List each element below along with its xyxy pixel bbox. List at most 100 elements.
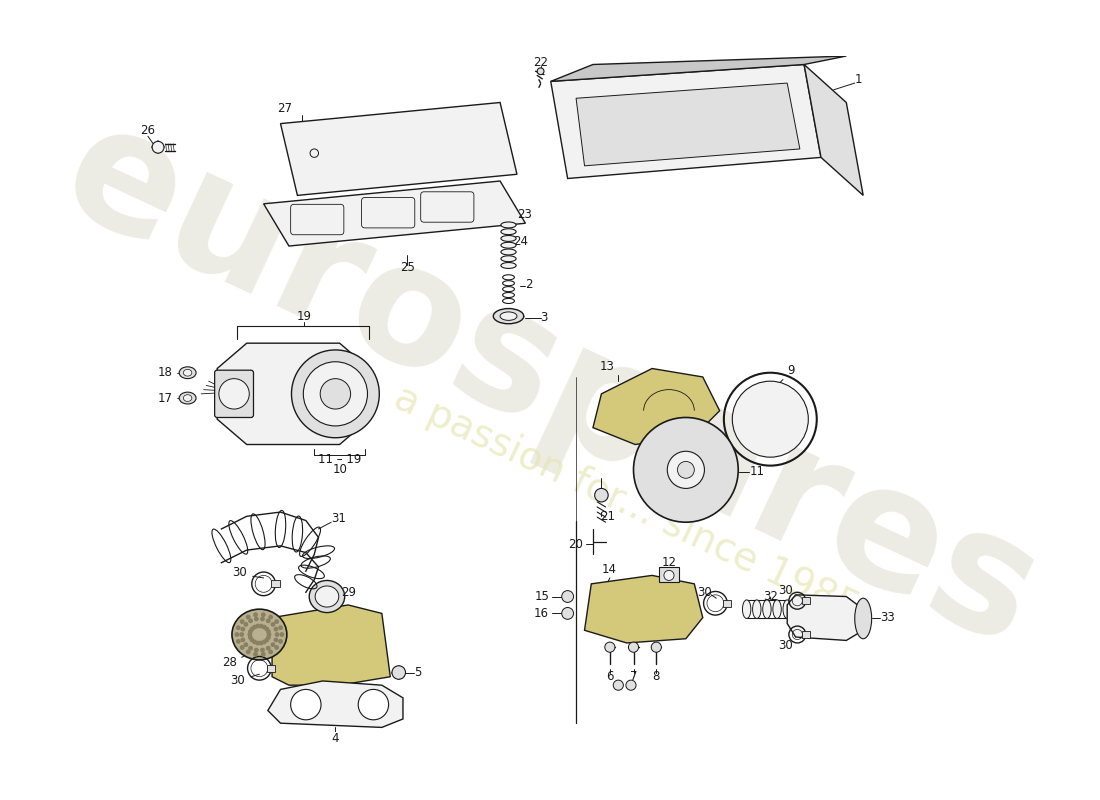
Text: 16: 16 xyxy=(535,607,549,620)
Text: 28: 28 xyxy=(222,656,236,669)
Circle shape xyxy=(263,626,266,629)
Text: 26: 26 xyxy=(141,124,155,137)
Text: 6: 6 xyxy=(606,670,614,683)
Circle shape xyxy=(240,633,243,636)
Circle shape xyxy=(249,636,252,639)
Text: 11 – 19: 11 – 19 xyxy=(318,454,361,466)
Ellipse shape xyxy=(232,609,287,660)
Circle shape xyxy=(595,489,608,502)
Circle shape xyxy=(275,646,278,649)
Circle shape xyxy=(253,640,256,644)
Text: 21: 21 xyxy=(600,510,615,522)
Ellipse shape xyxy=(493,309,524,324)
Circle shape xyxy=(392,666,406,679)
Bar xyxy=(723,600,732,606)
Text: 4: 4 xyxy=(332,732,339,745)
Ellipse shape xyxy=(184,370,191,376)
Polygon shape xyxy=(264,181,526,246)
Circle shape xyxy=(613,680,624,690)
Circle shape xyxy=(320,378,351,409)
Polygon shape xyxy=(551,56,846,82)
Text: 11: 11 xyxy=(749,465,764,478)
Circle shape xyxy=(359,690,388,720)
Text: 30: 30 xyxy=(697,586,712,598)
Circle shape xyxy=(275,633,278,636)
Text: 30: 30 xyxy=(778,639,793,652)
Text: 7: 7 xyxy=(630,670,637,683)
Ellipse shape xyxy=(179,367,196,378)
Circle shape xyxy=(268,650,273,654)
Text: 23: 23 xyxy=(517,208,531,222)
Text: 31: 31 xyxy=(331,512,346,526)
Circle shape xyxy=(251,638,254,642)
Ellipse shape xyxy=(500,242,516,248)
Circle shape xyxy=(262,653,265,656)
Text: 13: 13 xyxy=(600,360,615,374)
Ellipse shape xyxy=(500,256,516,262)
Circle shape xyxy=(246,615,250,619)
Circle shape xyxy=(267,633,271,636)
Text: a passion for... since 1985: a passion for... since 1985 xyxy=(388,379,866,628)
Circle shape xyxy=(261,618,264,621)
Circle shape xyxy=(668,451,704,489)
Polygon shape xyxy=(804,65,864,195)
Circle shape xyxy=(219,378,250,409)
Circle shape xyxy=(267,630,271,634)
Text: 17: 17 xyxy=(157,391,173,405)
Polygon shape xyxy=(280,102,517,195)
Text: 10: 10 xyxy=(332,463,348,476)
Circle shape xyxy=(262,613,265,617)
Circle shape xyxy=(254,653,257,656)
Bar xyxy=(267,665,275,672)
Circle shape xyxy=(246,650,250,654)
Ellipse shape xyxy=(783,600,791,618)
Circle shape xyxy=(244,622,248,626)
Circle shape xyxy=(266,619,270,622)
Circle shape xyxy=(272,622,275,626)
Circle shape xyxy=(275,620,278,623)
Circle shape xyxy=(274,638,277,642)
Text: 30: 30 xyxy=(230,674,245,687)
Circle shape xyxy=(251,627,254,630)
Polygon shape xyxy=(576,83,800,166)
Ellipse shape xyxy=(500,235,516,242)
Text: 25: 25 xyxy=(399,261,415,274)
Bar xyxy=(802,631,810,638)
Circle shape xyxy=(605,642,615,652)
Text: eurospares: eurospares xyxy=(39,89,1063,682)
Text: 2: 2 xyxy=(526,278,532,290)
Circle shape xyxy=(562,607,573,619)
Circle shape xyxy=(634,418,738,522)
Text: 30: 30 xyxy=(232,566,246,579)
Circle shape xyxy=(733,381,808,457)
Circle shape xyxy=(241,620,244,623)
Text: 1: 1 xyxy=(855,73,862,86)
Circle shape xyxy=(664,570,674,581)
Circle shape xyxy=(280,633,284,636)
Circle shape xyxy=(254,618,258,621)
Bar xyxy=(659,567,679,582)
Circle shape xyxy=(256,642,260,645)
Text: 19: 19 xyxy=(297,310,311,322)
Ellipse shape xyxy=(752,600,761,618)
Circle shape xyxy=(249,630,252,634)
Polygon shape xyxy=(593,369,719,445)
Circle shape xyxy=(292,350,379,438)
Circle shape xyxy=(249,646,252,650)
Ellipse shape xyxy=(762,600,771,618)
Ellipse shape xyxy=(500,229,516,234)
Circle shape xyxy=(253,626,256,629)
Ellipse shape xyxy=(315,586,339,607)
Text: 8: 8 xyxy=(652,670,660,683)
Circle shape xyxy=(268,615,273,619)
Ellipse shape xyxy=(309,581,344,613)
Text: 33: 33 xyxy=(880,611,894,624)
Circle shape xyxy=(249,633,252,636)
Ellipse shape xyxy=(184,394,191,402)
Circle shape xyxy=(274,627,277,631)
Text: 18: 18 xyxy=(157,366,173,379)
Circle shape xyxy=(241,627,244,631)
Text: 5: 5 xyxy=(414,666,421,679)
Circle shape xyxy=(241,646,244,649)
Circle shape xyxy=(626,680,636,690)
